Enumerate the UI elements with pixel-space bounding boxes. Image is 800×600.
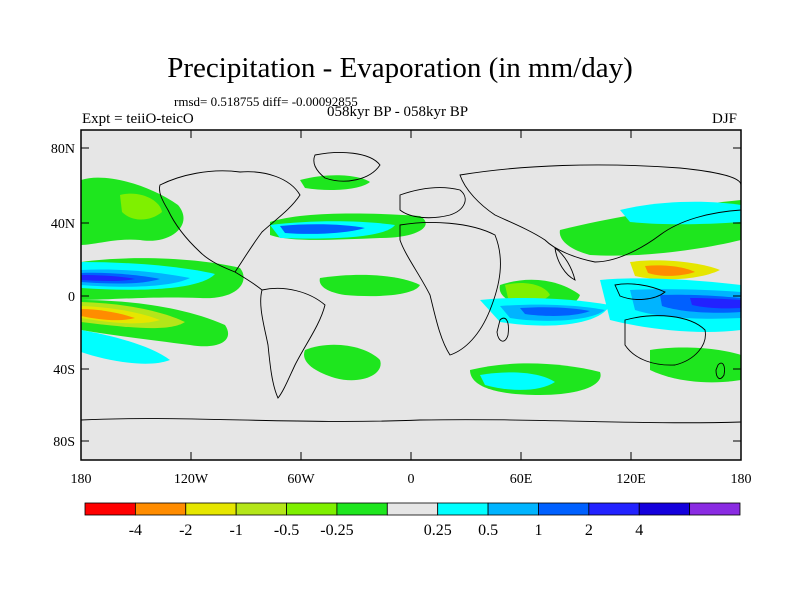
colorbar-label: -0.25 (320, 522, 353, 539)
colorbar-swatch (689, 502, 741, 516)
colorbar-swatch (235, 502, 287, 516)
colorbar-swatch (386, 502, 439, 516)
chart-title: Precipitation - Evaporation (in mm/day) (167, 52, 633, 84)
west-pacific-orange (645, 265, 695, 276)
lat-tick-label: 0 (68, 290, 75, 305)
colorbar-label: -0.5 (274, 522, 299, 539)
longitude-axis: 180 120W 60W 0 60E 120E 180 (71, 130, 752, 487)
colorbar-swatch (437, 502, 489, 516)
lon-tick-label: 0 (408, 472, 415, 487)
south-america-coast (260, 287, 326, 399)
anomaly-fields (81, 152, 741, 424)
colorbar-label: -1 (229, 522, 242, 539)
europe-coast (399, 187, 466, 219)
colorbar-label: -2 (179, 522, 192, 539)
new-zealand-coast (715, 362, 725, 380)
lat-tick-label: 80N (51, 142, 75, 157)
lon-tick-label: 60W (287, 472, 315, 487)
colorbar-swatch (588, 502, 640, 516)
lon-tick-label: 180 (731, 472, 752, 487)
colorbar-swatch (84, 502, 136, 516)
greenland-coast (313, 152, 381, 182)
colorbar-label: 4 (635, 522, 643, 539)
indian-blue (520, 307, 590, 316)
atlantic-blue (280, 224, 365, 234)
colorbar-swatch (134, 502, 187, 516)
south-atlantic-green (304, 344, 381, 381)
colorbar-swatch (538, 502, 590, 516)
lon-tick-label: 60E (510, 472, 533, 487)
australia-coast (624, 315, 706, 366)
latitude-axis: 80N 40N 0 40S 80S (51, 142, 741, 450)
maritime-continent-coast (614, 283, 666, 300)
colorbar-swatch (286, 502, 338, 516)
india-coast (554, 247, 576, 281)
south-pacific-cyan (81, 330, 170, 364)
north-america-coast (159, 170, 301, 273)
coastlines (81, 152, 741, 424)
atlantic-equator-green (319, 274, 420, 297)
lat-tick-label: 40N (51, 217, 75, 232)
period-label: 058kyr BP - 058kyr BP (327, 104, 469, 120)
lon-tick-label: 120W (174, 472, 209, 487)
colorbar-swatch (638, 502, 691, 516)
lat-tick-label: 80S (53, 435, 75, 450)
lon-tick-label: 120E (616, 472, 646, 487)
lat-tick-label: 40S (53, 363, 75, 378)
season-label: DJF (712, 111, 738, 127)
pacific-darkblue (81, 275, 135, 281)
asia-coast (459, 164, 741, 263)
colorbar-label: 0.5 (478, 522, 498, 539)
colorbar-swatch (487, 502, 539, 516)
south-indian-cyan (480, 372, 555, 390)
antarctica-coast (81, 418, 741, 424)
indian-light-green (505, 283, 550, 303)
south-pacific-deep-orange (81, 309, 135, 321)
experiment-label: Expt = teiiO-teicO (82, 111, 194, 127)
arctic-green (300, 175, 370, 190)
colorbar-label: 0.25 (424, 522, 452, 539)
west-pacific-darkblue (690, 298, 741, 309)
colorbar-label: -4 (129, 522, 142, 539)
pacific-light-green (120, 193, 162, 220)
colorbar-label: 1 (534, 522, 542, 539)
central-america-coast (234, 271, 263, 291)
north-pacific-cyan (620, 201, 741, 225)
lon-tick-label: 180 (71, 472, 92, 487)
colorbar: -4 -2 -1 -0.5 -0.25 0.25 0.5 1 2 4 (84, 502, 741, 539)
stats-text: rmsd= 0.518755 diff= -0.00092855 (174, 94, 358, 109)
colorbar-label: 2 (585, 522, 593, 539)
tasman-green (650, 347, 741, 383)
colorbar-swatch (185, 502, 237, 516)
africa-coast (399, 222, 501, 356)
madagascar-coast (496, 317, 509, 342)
colorbar-swatch (336, 502, 388, 516)
